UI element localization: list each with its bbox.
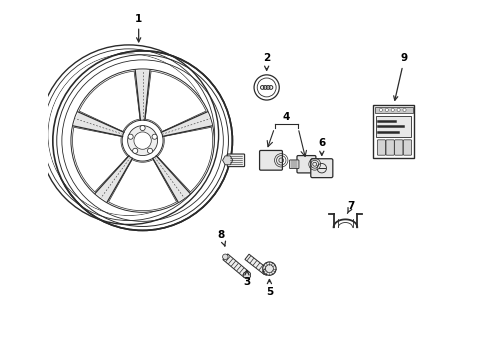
Polygon shape: [244, 271, 250, 279]
FancyBboxPatch shape: [373, 105, 415, 158]
Circle shape: [71, 69, 214, 212]
FancyBboxPatch shape: [260, 150, 282, 170]
Polygon shape: [162, 113, 211, 136]
Polygon shape: [136, 70, 149, 120]
Polygon shape: [263, 268, 270, 275]
Circle shape: [263, 262, 276, 275]
Text: 6: 6: [318, 138, 325, 156]
FancyBboxPatch shape: [374, 107, 413, 113]
Text: 2: 2: [263, 53, 270, 70]
Polygon shape: [245, 254, 268, 274]
Circle shape: [134, 132, 151, 149]
Circle shape: [222, 254, 228, 260]
FancyBboxPatch shape: [297, 156, 316, 173]
FancyBboxPatch shape: [403, 140, 412, 155]
Circle shape: [391, 108, 394, 112]
Circle shape: [385, 108, 389, 112]
Circle shape: [403, 108, 406, 112]
Polygon shape: [109, 159, 176, 211]
Circle shape: [254, 75, 279, 100]
Text: 7: 7: [347, 201, 355, 213]
FancyBboxPatch shape: [394, 140, 403, 155]
Text: 5: 5: [266, 279, 273, 297]
FancyBboxPatch shape: [386, 140, 394, 155]
Circle shape: [152, 134, 157, 139]
FancyBboxPatch shape: [376, 116, 411, 137]
Polygon shape: [74, 113, 123, 136]
Polygon shape: [223, 254, 249, 278]
Text: 9: 9: [393, 53, 408, 100]
Polygon shape: [73, 127, 128, 192]
Circle shape: [128, 134, 133, 139]
Polygon shape: [222, 156, 233, 165]
Polygon shape: [145, 71, 206, 131]
FancyBboxPatch shape: [227, 154, 245, 167]
Circle shape: [379, 108, 383, 112]
FancyBboxPatch shape: [290, 160, 299, 168]
FancyBboxPatch shape: [377, 140, 386, 155]
Polygon shape: [153, 156, 189, 201]
Polygon shape: [79, 71, 140, 131]
Circle shape: [127, 126, 158, 156]
Polygon shape: [96, 156, 132, 201]
Text: 8: 8: [218, 230, 225, 246]
Polygon shape: [157, 127, 213, 192]
Circle shape: [133, 148, 138, 153]
Text: 4: 4: [283, 112, 290, 122]
Text: 3: 3: [244, 271, 250, 287]
Circle shape: [147, 148, 152, 153]
Circle shape: [49, 54, 209, 215]
Text: 1: 1: [135, 14, 142, 42]
Circle shape: [53, 51, 232, 230]
FancyBboxPatch shape: [311, 159, 333, 177]
Circle shape: [397, 108, 400, 112]
Circle shape: [140, 125, 145, 131]
Circle shape: [122, 120, 163, 161]
